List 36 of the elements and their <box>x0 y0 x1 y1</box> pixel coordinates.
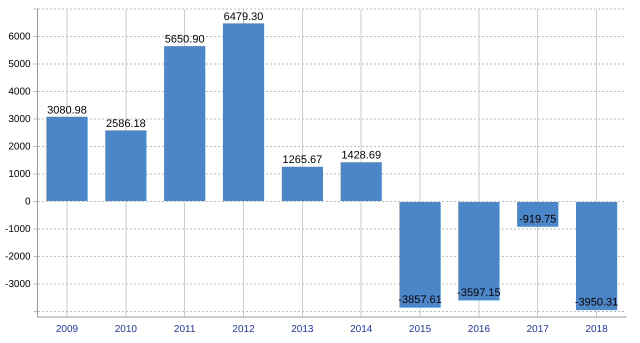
x-tick-label: 2015 <box>408 324 432 335</box>
y-tick-label: -2000 <box>5 251 32 262</box>
y-tick-label: -1000 <box>5 224 32 235</box>
data-label: 1265.67 <box>282 154 322 166</box>
y-tick-label: 4000 <box>8 86 32 98</box>
x-tick-label: 2014 <box>350 324 373 335</box>
bar <box>458 202 500 300</box>
y-tick-label: 0 <box>25 196 32 208</box>
bar <box>164 46 206 201</box>
data-label: 6479.30 <box>224 10 264 23</box>
x-tick-label: 2011 <box>174 324 196 335</box>
data-label: 1428.69 <box>341 150 382 162</box>
y-tick-label: 1000 <box>8 168 32 180</box>
bar <box>46 116 88 201</box>
x-tick-label: 2016 <box>468 324 490 335</box>
x-tick-label: 2018 <box>585 324 608 335</box>
x-tick-label: 2017 <box>526 324 550 335</box>
bar <box>222 23 264 201</box>
data-label: -919.75 <box>519 213 556 226</box>
y-tick-label: 3000 <box>8 114 32 125</box>
data-label: 3080.98 <box>47 104 87 116</box>
x-tick-label: 2012 <box>232 324 256 335</box>
bar <box>340 162 382 201</box>
y-tick-label: 6000 <box>8 31 32 42</box>
y-tick-label: 5000 <box>8 58 32 70</box>
data-label: 2586.18 <box>106 118 146 130</box>
x-tick-label: 2013 <box>291 324 314 335</box>
bar <box>282 166 323 201</box>
y-tick-label: -3000 <box>5 278 32 290</box>
data-label: 5650.90 <box>164 34 205 46</box>
bar <box>399 202 441 308</box>
x-tick-label: 2010 <box>114 324 138 335</box>
bar <box>105 130 146 201</box>
y-tick-label: 2000 <box>8 141 32 152</box>
bar <box>576 202 618 310</box>
x-tick-label: 2009 <box>56 324 79 335</box>
